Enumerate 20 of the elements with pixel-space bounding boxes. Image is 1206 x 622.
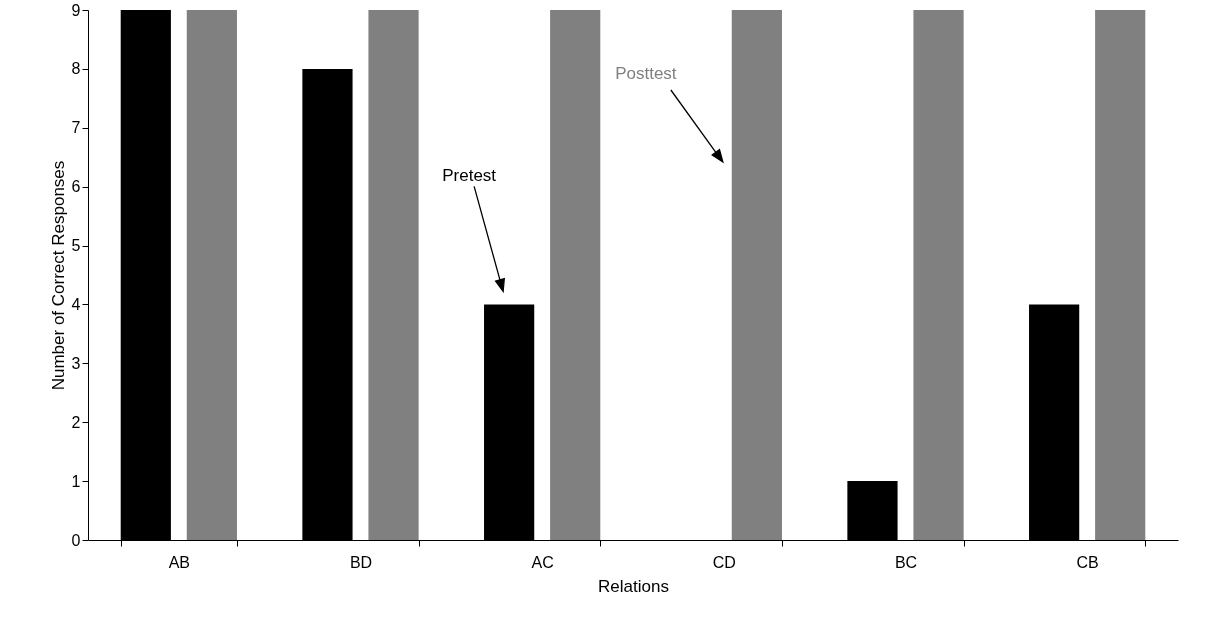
x-tick-label: BC [894,553,918,571]
x-tick-label: CD [712,553,736,571]
y-tick-label: 7 [71,119,81,137]
x-tick-label: CB [1076,553,1099,571]
x-tick-label: BD [349,553,373,571]
y-tick-label: 5 [71,237,81,255]
y-tick-label: 3 [71,354,81,372]
x-axis-title: Relations [598,576,669,596]
series-label: Posttest [615,64,677,83]
y-tick-label: 9 [71,1,81,19]
y-tick-label: 8 [71,60,81,78]
y-tick-label: 0 [71,531,81,549]
y-tick-label: 6 [71,178,81,196]
text: Pretest [442,166,497,186]
y-tick-label: 1 [71,472,81,490]
x-tick-label: AC [531,553,554,571]
y-tick-label: 4 [71,295,81,313]
y-axis-title: Number of Correct Responses [48,160,68,391]
y-tick-label: 2 [71,413,81,431]
x-tick-label: AB [168,553,191,571]
